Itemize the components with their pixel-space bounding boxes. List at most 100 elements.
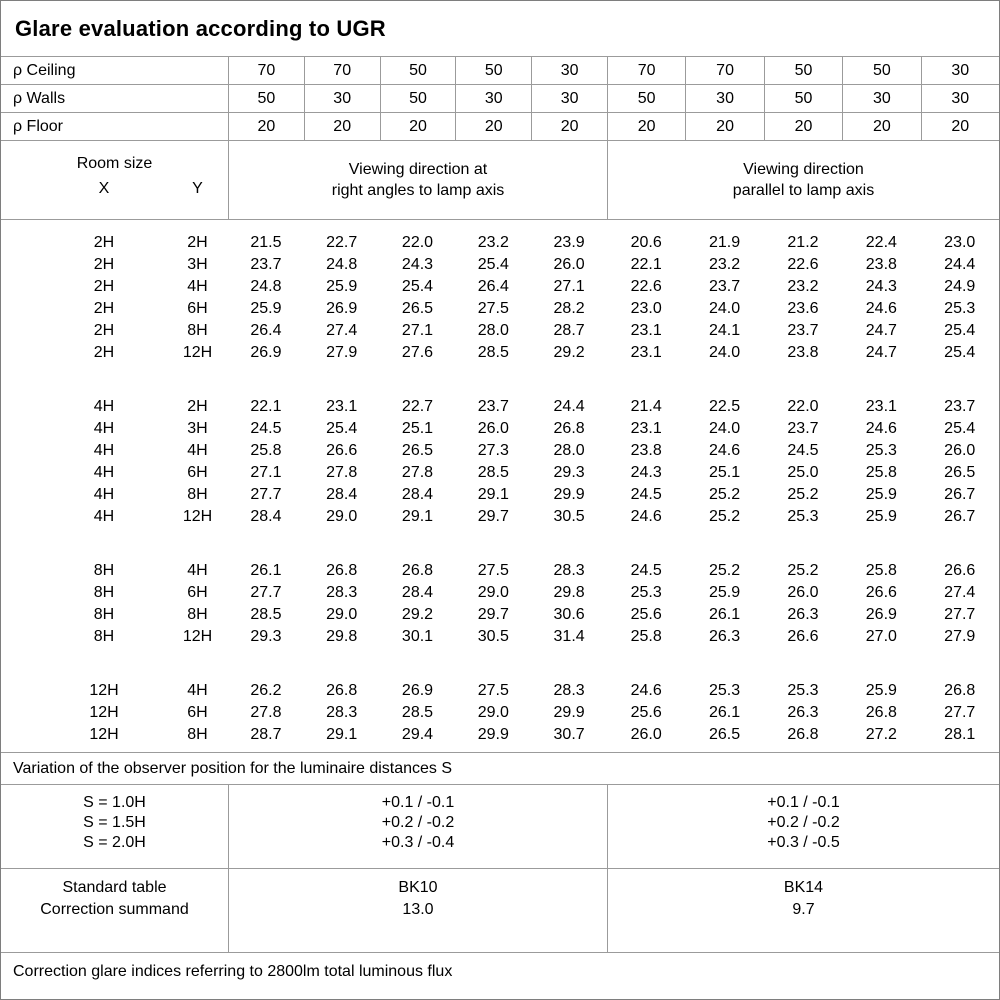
observer-variation-value: +0.1 / -0.1 [381, 794, 455, 811]
room-size-x: 2H [93, 256, 115, 273]
ugr-value: 25.3 [787, 682, 819, 699]
ugr-value: 23.6 [787, 300, 819, 317]
ugr-table-row: 8H 6H 27.7 28.3 28.4 29.0 29.8 25.3 25.9 26.0 26.6… [1, 582, 999, 604]
ugr-table-row: 2H 8H 26.4 27.4 27.1 28.0 28.7 23.1 24.1 23.7 24.7… [1, 320, 999, 342]
reflectance-value: 20 [531, 113, 607, 140]
ugr-value: 27.1 [401, 322, 434, 339]
ugr-row-group: 2H 2H 21.5 22.7 22.0 23.2 23.9 20.6 21.9 21.2 22.4… [1, 232, 999, 364]
reflectance-value: 30 [531, 85, 607, 112]
ugr-value: 27.2 [865, 726, 897, 743]
ugr-value: 26.5 [944, 464, 976, 481]
reflectance-value: 50 [606, 85, 685, 112]
ugr-value: 24.5 [250, 420, 282, 437]
ugr-value: 24.5 [787, 442, 819, 459]
reflectance-value: 50 [842, 57, 920, 84]
reflectance-value: 70 [228, 57, 304, 84]
ugr-value: 26.3 [787, 704, 819, 721]
ugr-value: 29.4 [401, 726, 434, 743]
ugr-value: 22.6 [787, 256, 819, 273]
ugr-value: 28.4 [401, 584, 434, 601]
ugr-table-row: 12H 6H 27.8 28.3 28.5 29.0 29.9 25.6 26.1 26.3 26.… [1, 702, 999, 724]
ugr-value: 30.6 [553, 606, 585, 623]
ugr-value: 22.6 [630, 278, 662, 295]
ugr-value: 24.0 [709, 344, 741, 361]
reflectance-value: 50 [379, 85, 456, 112]
ugr-value: 27.3 [477, 442, 509, 459]
title-bar: Glare evaluation according to UGR [1, 1, 999, 57]
ugr-value: 29.0 [326, 606, 358, 623]
observer-variation-value: +0.2 / -0.2 [381, 814, 455, 831]
ugr-value: 26.9 [250, 344, 282, 361]
reflectance-value: 50 [763, 57, 842, 84]
ugr-value: 24.5 [630, 486, 662, 503]
ugr-value: 26.9 [865, 606, 897, 623]
standard-table-label: Standard table [62, 879, 167, 896]
ugr-value: 26.0 [944, 442, 976, 459]
ugr-table-row: 8H 12H 29.3 29.8 30.1 30.5 31.4 25.8 26.3 26.6 27.… [1, 626, 999, 648]
ugr-value: 28.5 [250, 606, 282, 623]
ugr-value: 27.9 [944, 628, 976, 645]
correction-summand-value: 9.7 [792, 901, 815, 918]
ugr-value: 22.1 [630, 256, 662, 273]
ugr-value: 27.8 [250, 704, 282, 721]
group-header-line: parallel to lamp axis [732, 182, 875, 199]
room-size-x: 4H [93, 442, 115, 459]
ugr-value: 24.3 [401, 256, 434, 273]
ugr-value: 28.0 [553, 442, 585, 459]
ugr-table-row: 4H 8H 27.7 28.4 28.4 29.1 29.9 24.5 25.2 25.2 25.9… [1, 484, 999, 506]
ugr-value: 25.2 [787, 562, 819, 579]
ugr-value: 27.9 [326, 344, 358, 361]
reflectance-value: 20 [763, 113, 842, 140]
ugr-value: 29.7 [477, 606, 509, 623]
xy-header-row: X Y [1, 180, 228, 198]
room-size-y: 2H [187, 398, 208, 415]
ugr-value: 30.7 [553, 726, 585, 743]
ugr-value: 27.8 [326, 464, 358, 481]
ugr-value: 27.5 [477, 682, 509, 699]
room-size-x: 12H [89, 682, 119, 699]
ugr-value: 24.7 [865, 322, 897, 339]
reflectance-value: 70 [685, 57, 763, 84]
ugr-value: 27.7 [944, 704, 976, 721]
ugr-value: 25.4 [326, 420, 358, 437]
ugr-value: 27.0 [865, 628, 897, 645]
ugr-value: 26.3 [709, 628, 741, 645]
ugr-value: 23.7 [787, 420, 819, 437]
ugr-value: 28.3 [326, 584, 358, 601]
ugr-value: 23.8 [630, 442, 662, 459]
ugr-table-row: 8H 8H 28.5 29.0 29.2 29.7 30.6 25.6 26.1 26.3 26.9… [1, 604, 999, 626]
ugr-value: 28.0 [477, 322, 509, 339]
room-size-x: 4H [93, 420, 115, 437]
ugr-value: 30.5 [477, 628, 509, 645]
reflectance-value: 20 [228, 113, 304, 140]
reflectance-value: 50 [455, 57, 531, 84]
ugr-value: 27.1 [553, 278, 585, 295]
ugr-table-row: 4H 12H 28.4 29.0 29.1 29.7 30.5 24.6 25.2 25.3 25.… [1, 506, 999, 528]
ugr-value: 24.3 [630, 464, 662, 481]
room-size-y: 4H [187, 442, 208, 459]
standard-labels: Standard table Correction summand [1, 869, 228, 952]
ugr-value: 27.5 [477, 562, 509, 579]
reflectance-value: 20 [685, 113, 763, 140]
reflectance-value: 30 [842, 85, 920, 112]
ugr-value: 28.3 [326, 704, 358, 721]
ugr-value: 21.4 [630, 398, 662, 415]
ugr-table-row: 2H 4H 24.8 25.9 25.4 26.4 27.1 22.6 23.7 23.2 24.3… [1, 276, 999, 298]
ugr-value: 25.4 [944, 344, 976, 361]
ugr-value: 27.5 [477, 300, 509, 317]
observer-variation-value: +0.3 / -0.5 [767, 834, 840, 851]
ugr-value: 23.2 [709, 256, 741, 273]
room-size-y: 3H [187, 256, 208, 273]
ugr-table-row: 12H 8H 28.7 29.1 29.4 29.9 30.7 26.0 26.5 26.8 27.… [1, 724, 999, 746]
ugr-value: 23.7 [787, 322, 819, 339]
room-size-y: 6H [187, 584, 208, 601]
ugr-value: 29.1 [477, 486, 509, 503]
reflectance-value: 70 [303, 57, 380, 84]
ugr-value: 24.6 [630, 508, 662, 525]
ugr-value: 26.7 [944, 486, 976, 503]
ugr-value: 26.0 [787, 584, 819, 601]
ugr-value: 25.3 [630, 584, 662, 601]
ugr-value: 29.3 [250, 628, 282, 645]
ugr-value: 25.9 [865, 508, 897, 525]
